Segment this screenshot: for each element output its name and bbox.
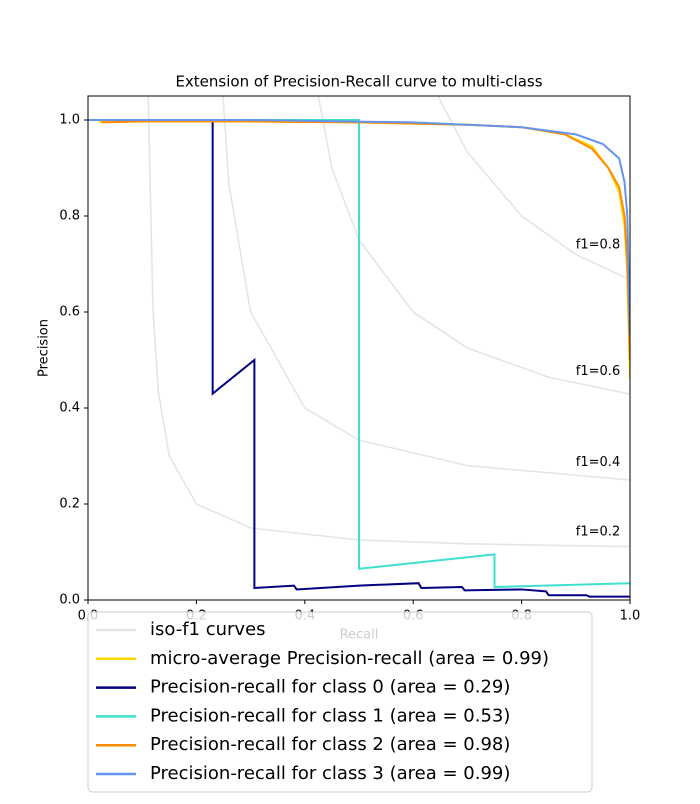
- y-tick-label: 0.6: [59, 305, 80, 320]
- legend-label: Precision-recall for class 1 (area = 0.5…: [150, 705, 510, 726]
- legend-label: Precision-recall for class 2 (area = 0.9…: [150, 734, 510, 755]
- legend-label: iso-f1 curves: [150, 619, 266, 640]
- y-tick-label: 0.8: [59, 209, 80, 224]
- x-tick-label: 1.0: [620, 609, 641, 624]
- overlay: 0.00.20.40.60.81.00.00.20.40.60.81.0f1=0…: [59, 113, 640, 624]
- axes-frame: [87, 95, 631, 601]
- y-axis-label: Precision: [37, 319, 52, 377]
- iso-f1-label: f1=0.8: [576, 237, 620, 252]
- pr-curve: [88, 119, 630, 589]
- legend-label: Precision-recall for class 3 (area = 0.9…: [150, 763, 510, 784]
- iso-f1-label: f1=0.2: [576, 524, 620, 539]
- iso-f1-label: f1=0.6: [576, 364, 620, 379]
- pr-curve: [101, 120, 630, 361]
- legend-label: micro-average Precision-recall (area = 0…: [150, 648, 549, 669]
- iso-f1-curve: [317, 96, 630, 395]
- chart-title: Extension of Precision-Recall curve to m…: [175, 73, 542, 91]
- y-tick-label: 0.2: [59, 497, 80, 512]
- y-tick-label: 0.4: [59, 401, 80, 416]
- legend-box: [87, 611, 593, 793]
- iso-f1-label: f1=0.4: [576, 455, 620, 470]
- legend-label: Precision-recall for class 0 (area = 0.2…: [150, 677, 510, 698]
- iso-f1-curve: [147, 96, 630, 548]
- pr-curve: [88, 119, 630, 337]
- y-tick-label: 0.0: [59, 593, 80, 608]
- iso-f1-curve: [222, 96, 630, 481]
- y-tick-label: 1.0: [59, 113, 80, 128]
- iso-f1-curve: [437, 96, 630, 281]
- pr-curve: [88, 119, 630, 598]
- legend: iso-f1 curves micro-average Precision-rec…: [87, 611, 593, 793]
- pr-curve: [98, 120, 630, 380]
- plot-area: [88, 96, 630, 598]
